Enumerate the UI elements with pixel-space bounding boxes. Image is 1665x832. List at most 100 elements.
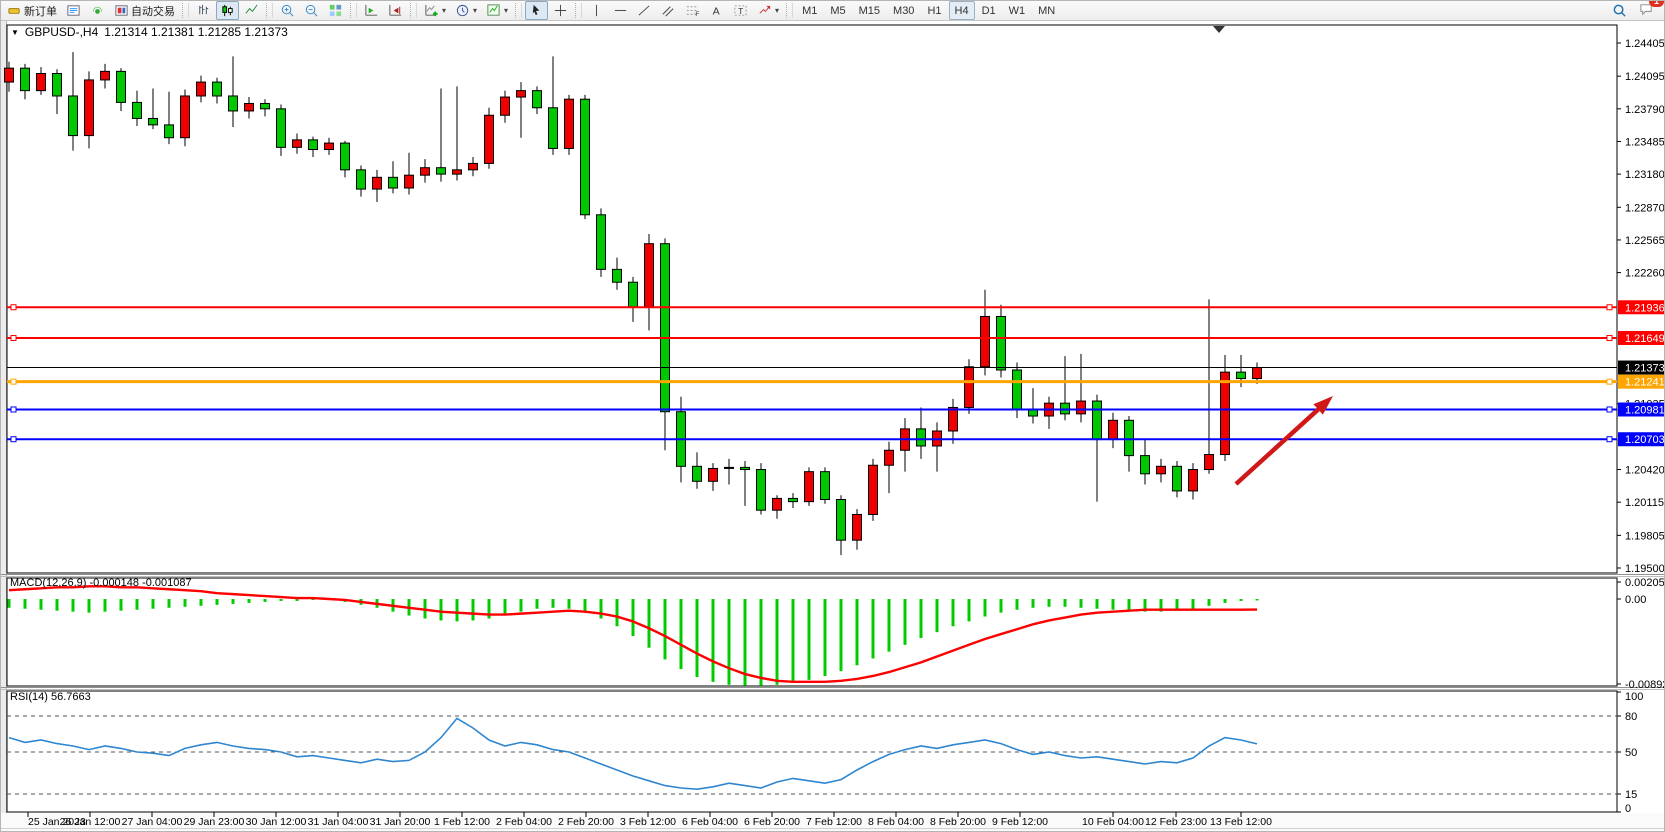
main-toolbar: 新订单 自动交易 ▾ ▾ ▾ F A T ▾ M1 M5 M15 M30 H1 H4 D1 W1 MN 1 [1, 1, 1664, 21]
crosshair-tool-button[interactable] [549, 1, 572, 20]
auto-scroll-icon [365, 4, 378, 16]
indicators-icon [425, 4, 438, 17]
timeframe-m5-button[interactable]: M5 [830, 4, 846, 17]
price-chart-canvas[interactable]: 1.24405 1.24095 1.23790 1.23485 1.23180 1.228… [1, 21, 1665, 832]
chevron-down-icon[interactable]: ▾ [775, 6, 780, 15]
svg-text:12 Feb 23:00: 12 Feb 23:00 [1145, 816, 1207, 828]
crosshair-tool-icon [554, 4, 567, 17]
timeframe-mn-button[interactable]: MN [1038, 4, 1056, 17]
timeframe-m1-button[interactable]: M1 [802, 4, 818, 17]
signals-button[interactable] [86, 1, 109, 20]
svg-text:29 Jan 23:00: 29 Jan 23:00 [184, 816, 245, 828]
svg-text:31 Jan 04:00: 31 Jan 04:00 [308, 816, 369, 828]
timeframe-m30-button[interactable]: M30 [893, 4, 915, 17]
current-price-label: 1.21373 [1625, 363, 1665, 375]
toolbar-separator [575, 3, 583, 18]
svg-text:8 Feb 20:00: 8 Feb 20:00 [930, 816, 986, 828]
trendline-tool-icon [638, 5, 650, 16]
svg-text:50: 50 [1625, 747, 1637, 759]
svg-text:25 Jan 2023: 25 Jan 2023 [28, 816, 86, 828]
toolbar-separator [410, 3, 417, 18]
rsi-line [8, 717, 1258, 791]
line-chart-icon [245, 4, 258, 14]
zoom-out-icon [305, 4, 318, 17]
market-watch-button[interactable] [62, 1, 85, 20]
svg-text:0.00: 0.00 [1625, 594, 1646, 606]
toolbar-separator [515, 3, 523, 18]
svg-text:1.22870: 1.22870 [1625, 202, 1665, 214]
timeframe-h1-button[interactable]: H1 [927, 4, 942, 17]
vertical-line-tool-icon [596, 4, 598, 17]
chevron-down-icon[interactable]: ▾ [442, 6, 447, 15]
svg-text:2 Feb 20:00: 2 Feb 20:00 [558, 816, 614, 828]
text-label-tool-button[interactable]: T [729, 1, 752, 20]
fibonacci-tool-icon: F [686, 6, 699, 18]
svg-text:7 Feb 12:00: 7 Feb 12:00 [806, 816, 862, 828]
horizontal-line-tool-button[interactable] [609, 1, 632, 20]
equidistant-channel-tool-button[interactable] [657, 1, 680, 20]
chevron-down-icon[interactable]: ▾ [473, 6, 478, 15]
trendline-tool-button[interactable] [633, 1, 656, 20]
candlestick-chart-icon [222, 4, 233, 17]
svg-text:1.20420: 1.20420 [1625, 465, 1665, 477]
bar-chart-icon [199, 4, 209, 15]
svg-text:8 Feb 04:00: 8 Feb 04:00 [868, 816, 924, 828]
line-chart-button[interactable] [240, 1, 263, 20]
timeframe-d1-button[interactable]: D1 [981, 4, 996, 17]
svg-text:1.24095: 1.24095 [1625, 71, 1665, 83]
templates-icon [487, 4, 500, 16]
zoom-in-button[interactable] [276, 1, 299, 20]
svg-text:1.24405: 1.24405 [1625, 38, 1665, 50]
vertical-line-tool-button[interactable] [585, 1, 608, 20]
svg-text:0.002055: 0.002055 [1625, 577, 1665, 589]
timeframe-w1-button[interactable]: W1 [1008, 4, 1026, 17]
support-2-line[interactable]: 1.20703 [7, 432, 1665, 447]
svg-text:9 Feb 12:00: 9 Feb 12:00 [992, 816, 1048, 828]
svg-text:27 Jan 04:00: 27 Jan 04:00 [122, 816, 183, 828]
bar-chart-button[interactable] [192, 1, 215, 20]
auto-scroll-button[interactable] [360, 1, 383, 20]
chart-shift-button[interactable] [384, 1, 407, 20]
timeframe-m15-button[interactable]: M15 [858, 4, 881, 17]
support-1-line[interactable]: 1.20981 [7, 402, 1665, 417]
indicators-button[interactable]: ▾ [420, 1, 450, 20]
arrows-tool-button[interactable]: ▾ [753, 1, 783, 20]
search-button[interactable] [1608, 1, 1631, 20]
svg-text:6 Feb 20:00: 6 Feb 20:00 [744, 816, 800, 828]
equidistant-channel-tool-icon [662, 6, 674, 17]
timeframe-h4-button[interactable]: H4 [948, 1, 975, 20]
new-order-button[interactable]: 新订单 [3, 1, 61, 20]
market-watch-icon [67, 5, 80, 16]
svg-text:80: 80 [1625, 711, 1637, 723]
cursor-tool-icon [532, 4, 540, 15]
signals-icon [92, 6, 103, 14]
trend-arrow-annotation[interactable] [1234, 396, 1333, 486]
svg-text:10 Feb 04:00: 10 Feb 04:00 [1082, 816, 1144, 828]
arrows-tool-icon [759, 5, 771, 14]
templates-button[interactable]: ▾ [482, 1, 512, 20]
pivot-line[interactable]: 1.21241 [7, 374, 1665, 389]
fibonacci-tool-button[interactable]: F [681, 1, 704, 20]
chevron-down-icon[interactable]: ▾ [504, 6, 509, 15]
svg-text:1.20981: 1.20981 [1625, 404, 1665, 416]
svg-text:31 Jan 20:00: 31 Jan 20:00 [370, 816, 431, 828]
text-tool-button[interactable]: A [705, 1, 728, 20]
autotrading-button[interactable]: 自动交易 [110, 1, 179, 20]
resistance-2-line[interactable]: 1.21649 [7, 330, 1665, 345]
svg-text:1.21649: 1.21649 [1625, 333, 1665, 345]
svg-text:15: 15 [1625, 789, 1637, 801]
zoom-out-button[interactable] [300, 1, 323, 20]
svg-text:26 Jan 12:00: 26 Jan 12:00 [60, 816, 121, 828]
toolbar-separator [182, 3, 189, 18]
cursor-tool-button[interactable] [525, 1, 549, 20]
candlestick-chart-button[interactable] [216, 1, 239, 20]
periods-button[interactable]: ▾ [451, 1, 481, 20]
horizontal-line-tool-icon [614, 10, 627, 11]
svg-text:2 Feb 04:00: 2 Feb 04:00 [496, 816, 552, 828]
tile-windows-button[interactable] [324, 1, 347, 20]
resistance-1-line[interactable]: 1.21936 [7, 300, 1665, 315]
svg-text:1 Feb 12:00: 1 Feb 12:00 [434, 816, 490, 828]
svg-text:A: A [713, 6, 720, 17]
chart-window[interactable]: 1.24405 1.24095 1.23790 1.23485 1.23180 1.228… [1, 21, 1665, 832]
svg-text:1.23790: 1.23790 [1625, 104, 1665, 116]
